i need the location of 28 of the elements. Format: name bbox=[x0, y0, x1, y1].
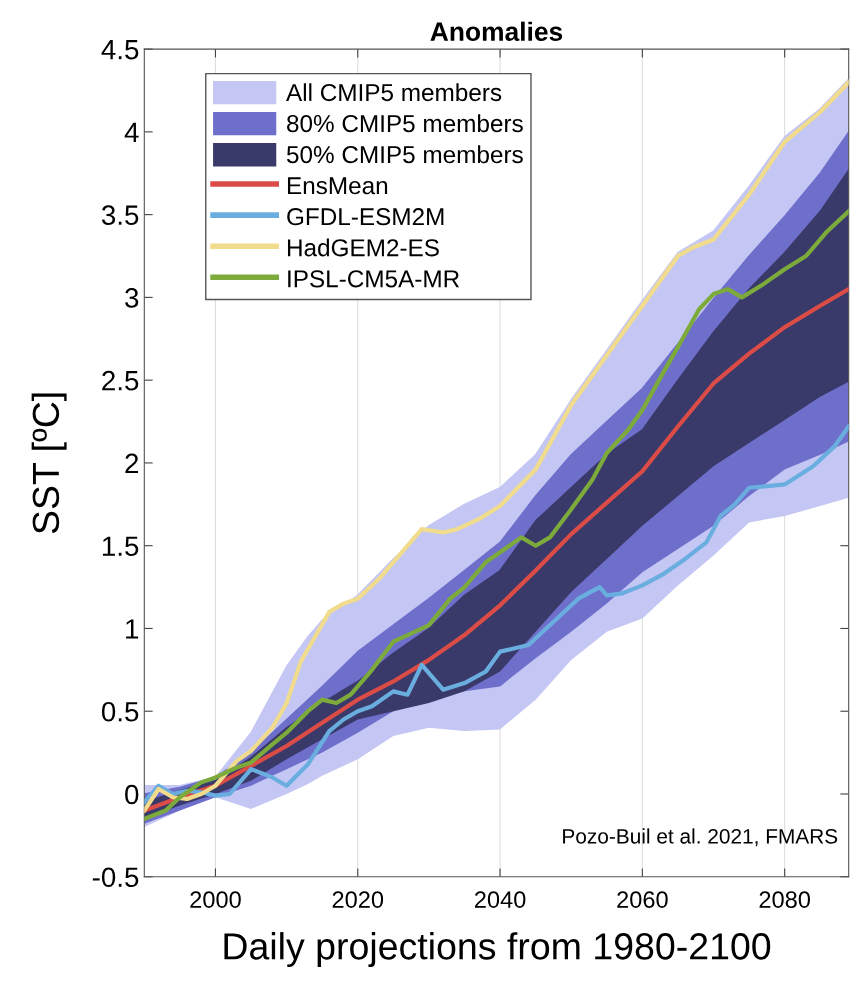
x-tick-label: 2060 bbox=[617, 891, 668, 908]
chart-title: Anomalies bbox=[430, 21, 563, 42]
y-tick-label: 3 bbox=[125, 288, 139, 308]
y-tick-label: 1.5 bbox=[102, 536, 139, 557]
x-tick-label: 2020 bbox=[332, 891, 384, 908]
legend-label: 80% CMIP5 members bbox=[287, 114, 523, 133]
x-tick-label: 2080 bbox=[759, 891, 810, 908]
y-tick-label: 1 bbox=[126, 619, 139, 639]
y-tick-label: 2 bbox=[125, 453, 139, 473]
y-tick-label: 4.5 bbox=[101, 40, 139, 60]
y-tick-label: 2.5 bbox=[102, 370, 139, 391]
y-tick-label: 0 bbox=[125, 784, 139, 805]
x-tick-label: 2000 bbox=[190, 891, 241, 908]
legend-label: HadGEM2-ES bbox=[287, 238, 439, 257]
legend-label: EnsMean bbox=[287, 177, 388, 195]
y-tick-label: -0.5 bbox=[92, 867, 139, 888]
x-axis-title: Daily projections from 1980-2100 bbox=[224, 932, 771, 968]
y-tick-label: 0.5 bbox=[101, 701, 139, 722]
y-axis-title: SST [ºC] bbox=[31, 393, 67, 534]
annotation: Pozo-Buil et al. 2021, FMARS bbox=[563, 828, 838, 847]
legend-label: All CMIP5 members bbox=[286, 83, 502, 102]
legend-label: GFDL-ESM2M bbox=[287, 208, 444, 226]
y-tick-label: 3.5 bbox=[101, 205, 139, 225]
legend-label: IPSL-CM5A-MR bbox=[288, 270, 460, 288]
y-tick-label: 4 bbox=[124, 122, 139, 142]
line-series bbox=[144, 424, 849, 805]
legend-label: 50% CMIP5 members bbox=[286, 145, 523, 164]
x-tick-label: 2040 bbox=[474, 891, 526, 908]
